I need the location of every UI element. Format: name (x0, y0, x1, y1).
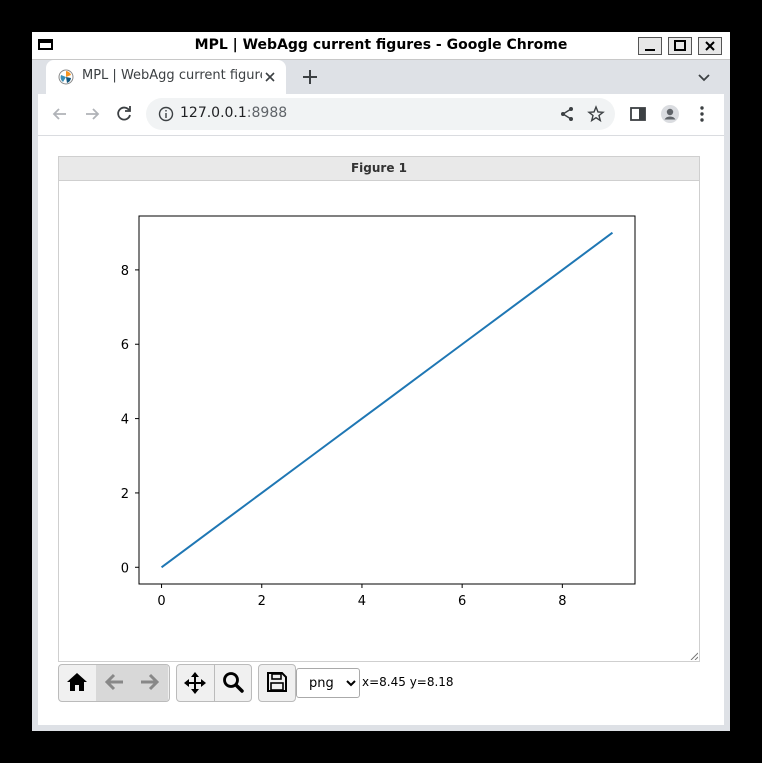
x-tick-label: 6 (458, 594, 466, 609)
chevron-down-icon[interactable] (696, 69, 712, 85)
profile-avatar-icon[interactable] (660, 104, 680, 124)
minimize-icon (645, 49, 655, 51)
y-tick-label: 6 (121, 338, 129, 353)
browser-toolbar: 127.0.0.1:8988 (38, 94, 724, 136)
y-tick-label: 2 (121, 487, 129, 502)
x-tick-label: 0 (157, 594, 165, 609)
tool-button-group (176, 664, 252, 702)
tab-mpl-webagg[interactable]: MPL | WebAgg current figures (46, 60, 286, 94)
close-icon (705, 41, 715, 51)
title-bar: MPL | WebAgg current figures - Google Ch… (32, 32, 730, 60)
new-tab-icon[interactable] (300, 67, 320, 87)
navigation-button-group (58, 664, 170, 702)
arrow-left-icon (104, 673, 123, 691)
info-icon[interactable] (158, 106, 174, 122)
maximize-icon (674, 40, 686, 51)
format-select[interactable]: png (296, 668, 360, 698)
maximize-button[interactable] (668, 37, 692, 55)
y-tick-label: 8 (121, 264, 129, 279)
figure-canvas[interactable]: 0 2 4 6 8 0 2 4 6 8 (59, 181, 699, 661)
share-icon[interactable] (559, 106, 575, 122)
address-bar[interactable]: 127.0.0.1:8988 (146, 98, 615, 130)
reload-icon[interactable] (114, 104, 134, 124)
pan-button[interactable] (177, 665, 213, 701)
home-icon (67, 673, 87, 691)
url-host: 127.0.0.1 (180, 105, 247, 121)
x-tick-label: 8 (558, 594, 566, 609)
y-tick-label: 0 (121, 561, 129, 576)
minimize-button[interactable] (638, 37, 662, 55)
tab-title: MPL | WebAgg current figures (82, 68, 262, 83)
save-button-group (258, 664, 296, 702)
kebab-menu-icon[interactable] (692, 104, 712, 124)
arrow-right-icon (141, 673, 160, 691)
series-line-0 (160, 231, 614, 569)
home-button[interactable] (59, 665, 95, 701)
tab-strip: MPL | WebAgg current figures (38, 60, 724, 94)
download-button[interactable] (259, 665, 295, 701)
axes-frame (138, 215, 636, 585)
x-tick-label: 4 (358, 594, 366, 609)
side-panel-icon[interactable] (628, 104, 648, 124)
zoom-button[interactable] (214, 665, 250, 701)
move-icon (184, 672, 206, 694)
figure-container: Figure 1 0 2 4 6 8 0 2 4 6 8 (58, 156, 700, 662)
x-tick-label: 2 (258, 594, 266, 609)
resize-handle-icon[interactable] (690, 652, 698, 660)
matplotlib-logo-icon (58, 69, 74, 85)
back-arrow-icon[interactable] (50, 104, 70, 124)
floppy-disk-icon (267, 672, 287, 692)
close-tab-icon[interactable] (262, 69, 278, 85)
matplotlib-toolbar: png x=8.45 y=8.18 (58, 662, 698, 704)
close-window-button[interactable] (698, 37, 722, 55)
bookmark-star-icon[interactable] (587, 105, 605, 123)
window-icon (38, 39, 53, 50)
window-title: MPL | WebAgg current figures - Google Ch… (194, 37, 568, 53)
figure-title: Figure 1 (59, 157, 699, 181)
browser-window: MPL | WebAgg current figures - Google Ch… (32, 32, 730, 731)
back-button[interactable] (96, 665, 132, 701)
y-tick-label: 4 (121, 413, 129, 428)
page-content: Figure 1 0 2 4 6 8 0 2 4 6 8 (38, 136, 724, 725)
forward-button[interactable] (132, 665, 168, 701)
url-port: :8988 (246, 105, 288, 121)
url-text[interactable]: 127.0.0.1:8988 (180, 105, 287, 121)
cursor-coordinates: x=8.45 y=8.18 (362, 675, 454, 689)
search-icon (222, 672, 244, 693)
forward-arrow-icon[interactable] (82, 104, 102, 124)
